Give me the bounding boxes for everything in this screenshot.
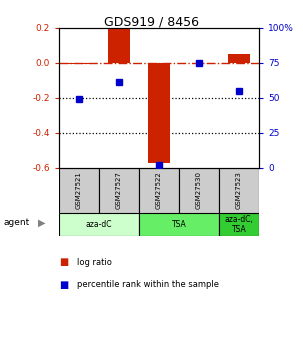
Bar [219, 168, 259, 213]
Text: ▶: ▶ [38, 218, 45, 228]
Text: ■: ■ [59, 280, 68, 289]
Bar [179, 168, 219, 213]
Bar [99, 168, 139, 213]
Text: GDS919 / 8456: GDS919 / 8456 [104, 16, 199, 29]
Text: GSM27522: GSM27522 [156, 171, 162, 209]
Bar [219, 213, 259, 236]
Bar [228, 54, 250, 63]
Text: GSM27521: GSM27521 [76, 171, 82, 209]
Bar [68, 63, 90, 65]
Bar [148, 63, 170, 162]
Text: agent: agent [3, 218, 29, 227]
Text: GSM27527: GSM27527 [116, 171, 122, 209]
Bar [59, 213, 139, 236]
Text: GSM27530: GSM27530 [196, 171, 202, 209]
Text: TSA: TSA [172, 220, 186, 229]
Text: log ratio: log ratio [77, 258, 112, 267]
Bar [139, 213, 219, 236]
Bar [139, 168, 179, 213]
Text: aza-dC,
TSA: aza-dC, TSA [225, 215, 254, 234]
Bar [108, 26, 130, 63]
Text: ■: ■ [59, 257, 68, 267]
Text: GSM27523: GSM27523 [236, 171, 242, 209]
Bar [59, 168, 99, 213]
Text: aza-dC: aza-dC [86, 220, 112, 229]
Text: percentile rank within the sample: percentile rank within the sample [77, 280, 219, 289]
